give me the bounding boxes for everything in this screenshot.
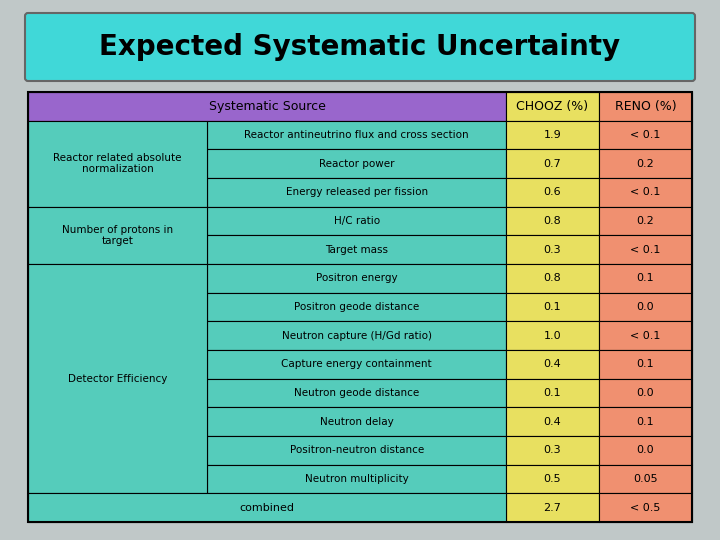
Bar [207,379,506,407]
Text: < 0.1: < 0.1 [630,330,661,341]
Bar [207,293,506,321]
Bar [506,207,599,235]
Text: 0.05: 0.05 [633,474,658,484]
Bar [207,235,506,264]
Bar [506,178,599,207]
Bar [207,150,506,178]
Text: Reactor power: Reactor power [319,159,395,168]
Bar [599,235,692,264]
Text: RENO (%): RENO (%) [615,100,676,113]
Bar [599,92,692,120]
Bar [207,350,506,379]
Text: 0.0: 0.0 [636,302,654,312]
Text: 0.6: 0.6 [544,187,562,197]
Text: 0.4: 0.4 [544,417,562,427]
Bar [207,321,506,350]
Bar [506,264,599,293]
Text: 0.2: 0.2 [636,159,654,168]
Bar [28,120,207,207]
Text: Number of protons in
target: Number of protons in target [62,225,174,246]
Text: Reactor related absolute
normalization: Reactor related absolute normalization [53,153,182,174]
Text: Expected Systematic Uncertainty: Expected Systematic Uncertainty [99,33,621,61]
Bar [207,464,506,494]
Text: 2.7: 2.7 [544,503,562,512]
Bar [207,264,506,293]
Bar [207,207,506,235]
Bar [599,321,692,350]
Text: < 0.1: < 0.1 [630,130,661,140]
Bar [599,350,692,379]
Bar [599,150,692,178]
Text: Neutron multiplicity: Neutron multiplicity [305,474,408,484]
Text: 0.8: 0.8 [544,273,562,284]
FancyBboxPatch shape [25,13,695,81]
Bar [28,207,207,264]
Bar [506,321,599,350]
Bar [599,464,692,494]
Text: Target mass: Target mass [325,245,388,255]
Text: Reactor antineutrino flux and cross section: Reactor antineutrino flux and cross sect… [244,130,469,140]
Text: Detector Efficiency: Detector Efficiency [68,374,167,383]
Bar [207,178,506,207]
Text: combined: combined [240,503,294,512]
Bar [506,235,599,264]
Text: < 0.1: < 0.1 [630,187,661,197]
Bar [599,264,692,293]
Bar [506,150,599,178]
Bar [506,350,599,379]
Text: 0.1: 0.1 [544,302,562,312]
Text: Positron-neutron distance: Positron-neutron distance [289,446,424,455]
Text: < 0.1: < 0.1 [630,245,661,255]
Bar [599,207,692,235]
Bar [207,407,506,436]
Text: 0.5: 0.5 [544,474,562,484]
Text: H/C ratio: H/C ratio [333,216,379,226]
Bar [599,120,692,150]
Bar [599,178,692,207]
Text: 0.1: 0.1 [636,417,654,427]
Text: 0.1: 0.1 [636,359,654,369]
Bar [599,494,692,522]
Bar [506,436,599,464]
Text: CHOOZ (%): CHOOZ (%) [516,100,589,113]
Text: 1.0: 1.0 [544,330,562,341]
Text: Positron geode distance: Positron geode distance [294,302,419,312]
Bar [599,379,692,407]
Text: 1.9: 1.9 [544,130,562,140]
Text: 0.2: 0.2 [636,216,654,226]
Text: Energy released per fission: Energy released per fission [286,187,428,197]
Bar [599,407,692,436]
Text: 0.8: 0.8 [544,216,562,226]
Bar [599,293,692,321]
Text: 0.1: 0.1 [636,273,654,284]
Text: Neutron geode distance: Neutron geode distance [294,388,419,398]
Bar [506,379,599,407]
Text: Positron energy: Positron energy [316,273,397,284]
Bar [506,92,599,120]
Bar [506,494,599,522]
Text: Systematic Source: Systematic Source [209,100,325,113]
Text: 0.3: 0.3 [544,245,562,255]
Bar [28,92,692,522]
Text: Capture energy containment: Capture energy containment [282,359,432,369]
Text: 0.7: 0.7 [544,159,562,168]
Bar [506,464,599,494]
Text: 0.3: 0.3 [544,446,562,455]
Bar [506,407,599,436]
Bar [506,293,599,321]
Text: Neutron capture (H/Gd ratio): Neutron capture (H/Gd ratio) [282,330,432,341]
Bar [506,120,599,150]
Text: 0.4: 0.4 [544,359,562,369]
Bar [28,92,506,120]
Text: 0.1: 0.1 [544,388,562,398]
Bar [207,120,506,150]
Bar [28,264,207,494]
Text: Neutron delay: Neutron delay [320,417,394,427]
Text: 0.0: 0.0 [636,388,654,398]
Bar [28,494,506,522]
Text: < 0.5: < 0.5 [630,503,661,512]
Bar [599,436,692,464]
Bar [207,436,506,464]
Text: 0.0: 0.0 [636,446,654,455]
